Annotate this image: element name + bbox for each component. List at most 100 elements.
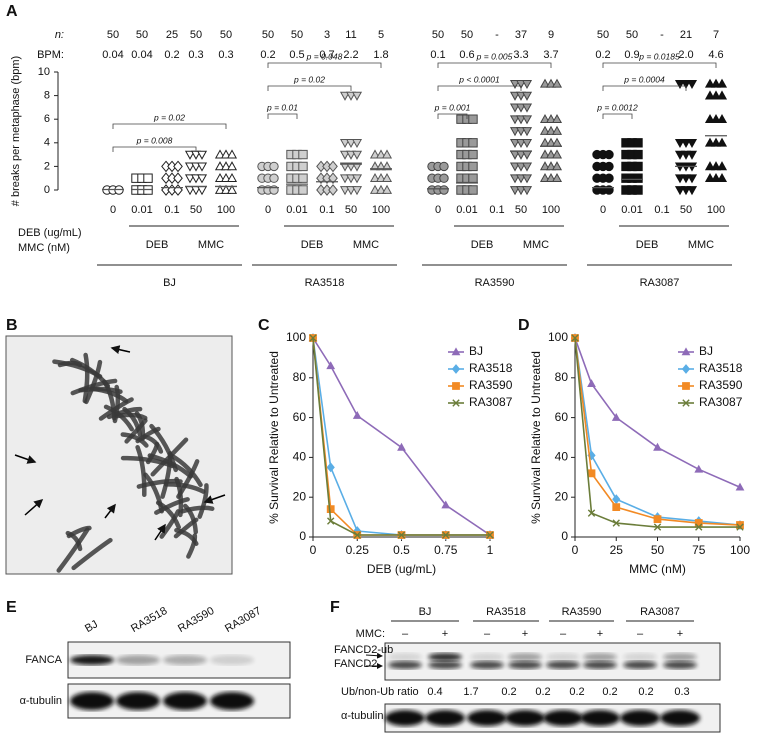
- chromosome: [159, 509, 181, 539]
- data-point: [539, 149, 551, 159]
- data-point: [710, 90, 722, 100]
- data-point: [515, 174, 527, 184]
- chromosome: [90, 386, 129, 404]
- n-value: 50: [597, 29, 609, 41]
- bpm-value: 0.9: [624, 49, 639, 61]
- data-point: [339, 150, 351, 160]
- data-point: [710, 137, 722, 147]
- x-tick-label: 0: [572, 543, 579, 557]
- data-point: [539, 78, 551, 88]
- data-point: [468, 185, 478, 195]
- p-value: p = 0.008: [136, 135, 173, 145]
- bpm-value: 3.3: [513, 49, 528, 61]
- legend-label: RA3087: [469, 395, 513, 409]
- band: [623, 653, 657, 661]
- n-value: 5: [378, 29, 384, 41]
- data-point: [710, 172, 722, 183]
- n-value: 50: [136, 29, 148, 41]
- data-point: [674, 79, 686, 90]
- band: [210, 692, 254, 710]
- y-tick-label: 0: [299, 529, 306, 543]
- data-point: [353, 531, 361, 539]
- n-value: 50: [461, 29, 473, 41]
- legend-label: RA3590: [699, 378, 743, 392]
- significance-bracket: [267, 62, 382, 68]
- chromosome: [115, 412, 148, 421]
- data-point: [716, 172, 728, 183]
- data-point: [298, 185, 308, 195]
- data-point: [674, 186, 686, 196]
- data-point: [551, 161, 563, 171]
- chromosome: [154, 497, 190, 515]
- data-point: [369, 184, 381, 194]
- chromosome: [70, 378, 118, 396]
- data-point: [680, 79, 692, 90]
- significance-bracket: [267, 113, 298, 119]
- blot-row-label: FANCA: [25, 654, 62, 666]
- band-label: FANCD2: [334, 658, 377, 670]
- data-point: [328, 160, 338, 173]
- bpm-value: 0.7: [319, 49, 334, 61]
- data-point: [704, 78, 716, 88]
- chromosome: [135, 444, 147, 498]
- n-value: 3: [324, 29, 330, 41]
- data-point: [345, 150, 357, 160]
- data-point: [196, 150, 208, 160]
- arrow: [24, 499, 44, 516]
- x-tick-label: 0.1: [654, 204, 669, 216]
- data-point: [309, 334, 317, 342]
- series-line: [312, 337, 491, 536]
- data-point: [633, 138, 643, 148]
- x-tick-label: 0: [265, 204, 271, 216]
- p-value: p = 0.0012: [596, 102, 638, 112]
- bpm-value: 4.6: [708, 49, 723, 61]
- ratio-value: 0.3: [674, 686, 689, 698]
- data-point: [551, 125, 563, 135]
- data-point: [521, 150, 533, 160]
- chromosome: [120, 432, 149, 448]
- chromosome: [82, 352, 90, 404]
- data-point: [551, 172, 563, 183]
- data-point: [674, 138, 686, 149]
- x-tick-label: 100: [730, 543, 750, 557]
- data-point: [298, 173, 308, 183]
- data-point: [439, 161, 449, 172]
- mmc-sign: +: [522, 628, 528, 640]
- data-point: [369, 172, 381, 183]
- data-point: [339, 186, 351, 196]
- bpm-value: 0.5: [289, 49, 304, 61]
- data-point: [220, 184, 232, 194]
- data-point: [351, 162, 363, 172]
- data-point: [686, 79, 698, 90]
- x-tick-label: 0: [435, 204, 441, 216]
- data-point: [226, 184, 238, 194]
- lane-label: RA3087: [223, 605, 263, 635]
- data-point: [612, 503, 621, 512]
- treatment-label: MMC: [688, 239, 714, 251]
- chromosome: [180, 505, 215, 514]
- lane-label: RA3590: [176, 605, 216, 635]
- data-point: [653, 442, 662, 451]
- data-point: [551, 137, 563, 147]
- series-line: [574, 337, 741, 488]
- data-point: [351, 150, 363, 160]
- data-point: [397, 531, 406, 539]
- data-point: [369, 161, 381, 171]
- y-tick-label: 2: [44, 160, 50, 172]
- lane-label: RA3518: [129, 605, 169, 635]
- n-value: 37: [515, 29, 527, 41]
- data-point: [351, 174, 363, 184]
- data-point: [298, 161, 308, 172]
- y-axis-label: % Survival Relative to Untreated: [529, 351, 543, 524]
- x-axis-label: DEB (ug/mL): [367, 562, 436, 576]
- n-value: 50: [626, 29, 638, 41]
- y-tick-label: 0: [561, 529, 568, 543]
- y-tick-label: 60: [293, 410, 307, 424]
- data-point: [468, 161, 478, 172]
- data-point: [220, 149, 232, 159]
- chromosome: [69, 357, 111, 389]
- x-axis-label: MMC (nM): [629, 562, 686, 576]
- data-point: [716, 113, 728, 124]
- data-point: [736, 523, 744, 531]
- band: [663, 661, 697, 669]
